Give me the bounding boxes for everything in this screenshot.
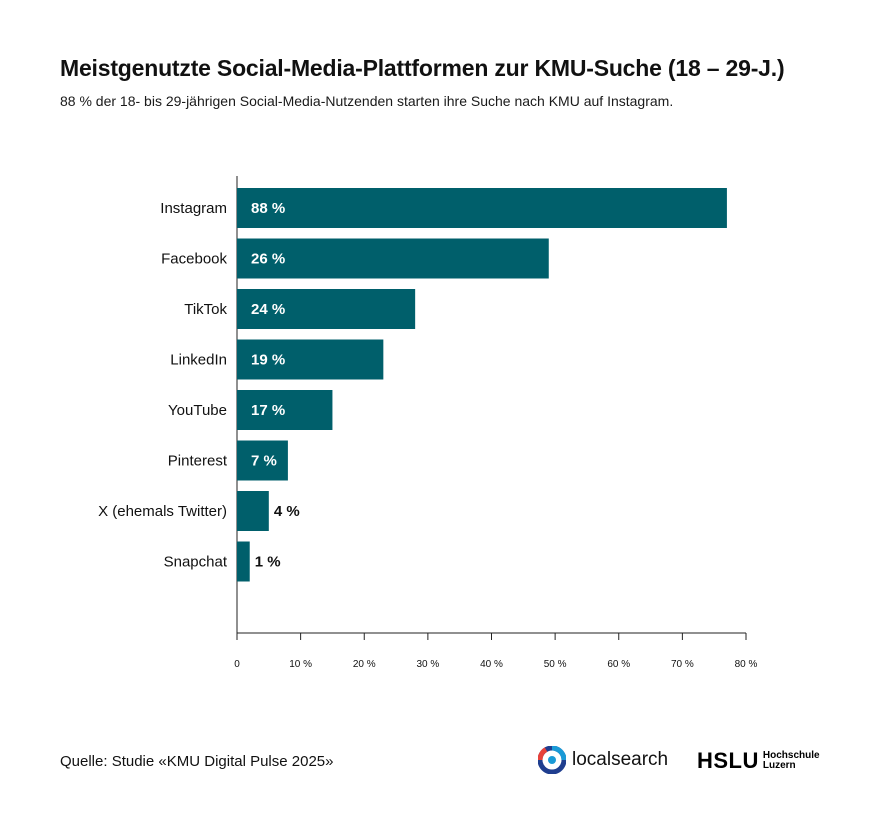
hslu-logo: HSLU Hochschule Luzern xyxy=(697,748,820,774)
bar-chart: 0 10 % 20 % 30 % 40 % 50 % 60 % 70 % 80 % Instagr… xyxy=(98,176,758,670)
x-tick-label: 30 % xyxy=(416,659,439,670)
x-tick-label: 70 % xyxy=(671,659,694,670)
category-label: YouTube xyxy=(168,402,227,419)
hslu-logo-line2: Luzern xyxy=(762,760,796,771)
value-label: 17 % xyxy=(251,402,285,419)
localsearch-logo-icon xyxy=(538,746,566,774)
value-label: 88 % xyxy=(251,200,285,217)
x-tick-label: 80 % xyxy=(735,659,758,670)
bar xyxy=(237,491,269,531)
category-label: TikTok xyxy=(184,301,227,318)
localsearch-logo-text: localsearch xyxy=(572,749,669,770)
bar xyxy=(237,289,416,329)
chart-title: Meistgenutzte Social-Media-Plattformen z… xyxy=(60,55,785,81)
category-label: X (ehemals Twitter) xyxy=(98,503,227,520)
value-label: 7 % xyxy=(251,453,277,470)
bar xyxy=(237,541,250,582)
hslu-logo-subtext: Hochschule Luzern xyxy=(763,751,820,771)
hslu-logo-line1: Hochschule xyxy=(762,750,820,761)
x-tick-label: 10 % xyxy=(289,659,312,670)
bar xyxy=(237,440,288,481)
localsearch-logo: localsearch xyxy=(538,745,668,775)
category-label: Snapchat xyxy=(164,554,228,571)
hslu-logo-wordmark: HSLU xyxy=(697,748,759,773)
x-tick-label: 60 % xyxy=(607,659,630,670)
bar xyxy=(237,339,384,380)
category-label: Facebook xyxy=(161,251,227,268)
x-tick-label: 50 % xyxy=(544,659,567,670)
value-label: 19 % xyxy=(251,352,285,369)
x-tick-label: 20 % xyxy=(353,659,376,670)
source-note: Quelle: Studie «KMU Digital Pulse 2025» xyxy=(60,753,334,770)
category-label: Pinterest xyxy=(168,453,228,470)
value-label: 26 % xyxy=(251,251,285,268)
category-label: LinkedIn xyxy=(170,352,227,369)
category-label: Instagram xyxy=(160,200,227,217)
value-label: 24 % xyxy=(251,301,285,318)
chart-subtitle: 88 % der 18- bis 29-jährigen Social-Medi… xyxy=(60,93,674,109)
bar xyxy=(237,390,333,430)
value-label: 1 % xyxy=(255,554,281,571)
bar xyxy=(237,188,727,228)
x-tick-label: 0 xyxy=(234,659,240,670)
value-label: 4 % xyxy=(274,503,300,520)
bar xyxy=(237,238,549,279)
x-tick-label: 40 % xyxy=(480,659,503,670)
